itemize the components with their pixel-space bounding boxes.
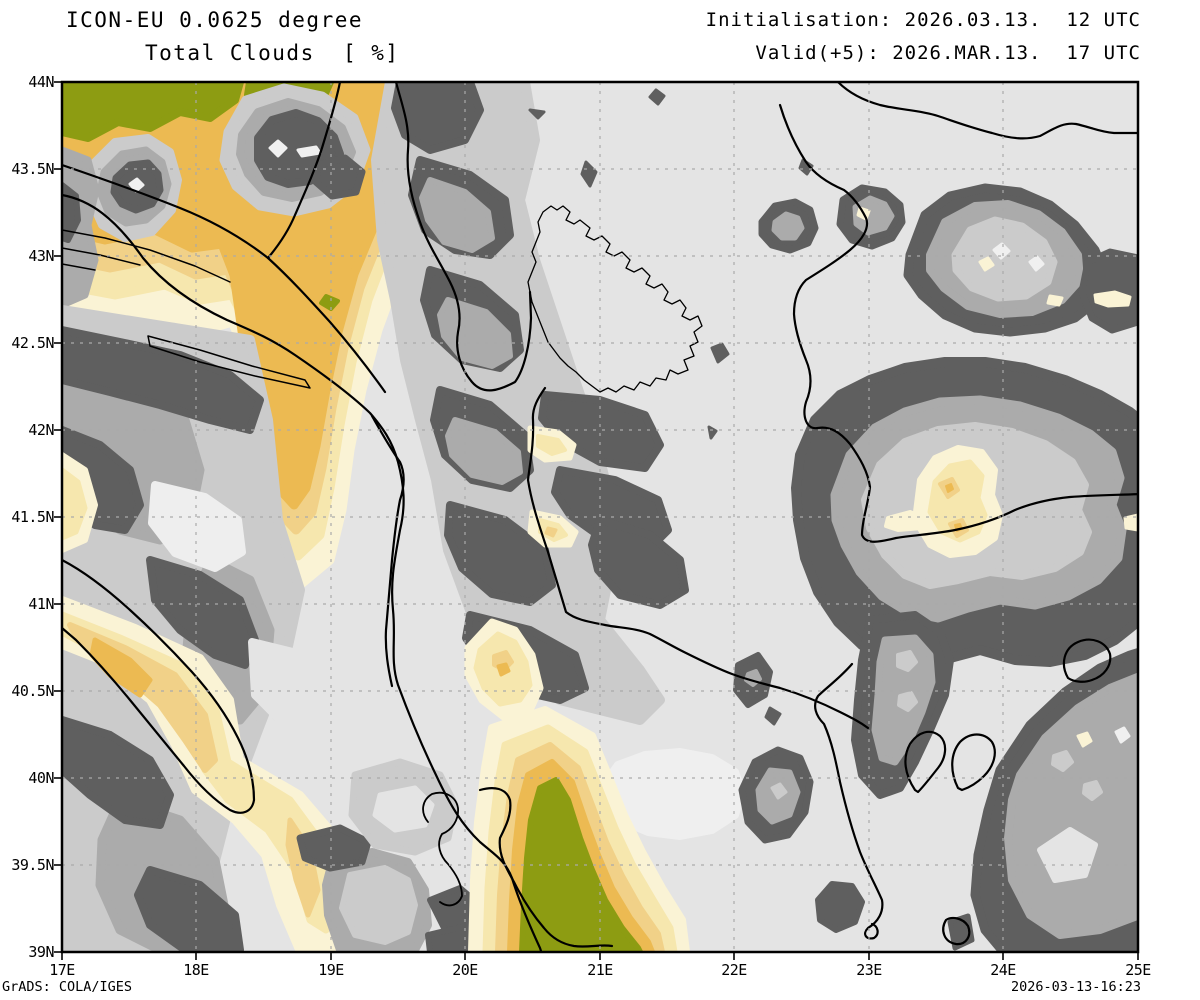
y-tick-label: 43N [28,247,54,265]
drina-border [394,82,533,392]
x-tick-label: 25E [1125,961,1151,979]
y-tick-label: 39N [28,943,54,961]
y-tick-label: 41.5N [11,508,54,526]
grid-lines [62,82,1138,952]
x-tick-label: 18E [183,961,209,979]
y-tick-label: 43.5N [11,160,54,178]
serbia-bulgaria-border [778,103,1138,543]
grads-credit: GrADS: COLA/IGES [2,979,133,995]
greece-albania-border [478,787,614,948]
corfu-island [422,791,463,907]
axis-ticks [54,81,1139,960]
y-tick-label: 42.5N [11,334,54,352]
cloud-shading [62,82,1138,952]
y-tick-label: 44N [28,73,54,91]
x-tick-label: 23E [856,961,882,979]
chalkidiki-peninsulas [904,638,1112,794]
albania-montenegro-border [370,414,405,688]
x-tick-label: 22E [721,961,747,979]
country-borders [62,82,1138,952]
montenegro-border [266,256,387,394]
init-label: Initialisation: 2026.03.13. 12 UTC [705,9,1141,31]
creation-timestamp: 2026-03-13-16:23 [1010,979,1141,995]
y-tick-label: 40N [28,769,54,787]
y-tick-label: 40.5N [11,682,54,700]
danube-border [836,82,1138,140]
croatian-islands [62,229,311,389]
bosnia-border [62,82,342,260]
x-tick-label: 21E [587,961,613,979]
variable-title: Total Clouds [ %] [145,41,400,65]
x-tick-label: 20E [452,961,478,979]
x-tick-label: 17E [49,961,75,979]
valid-label: Valid(+5): 2026.MAR.13. 17 UTC [755,42,1141,64]
x-tick-label: 24E [990,961,1016,979]
adriatic-coastline [62,193,543,952]
aegean-coastline [814,662,884,940]
volos-coast [942,916,971,946]
y-tick-label: 42N [28,421,54,439]
kosovo-border [527,205,703,393]
model-title: ICON-EU 0.0625 degree [66,8,364,32]
y-tick-label: 39.5N [11,856,54,874]
italy-salento-coast [62,558,256,814]
x-tick-label: 19E [318,961,344,979]
y-tick-label: 41N [28,595,54,613]
macedonia-greece-border [526,386,870,730]
